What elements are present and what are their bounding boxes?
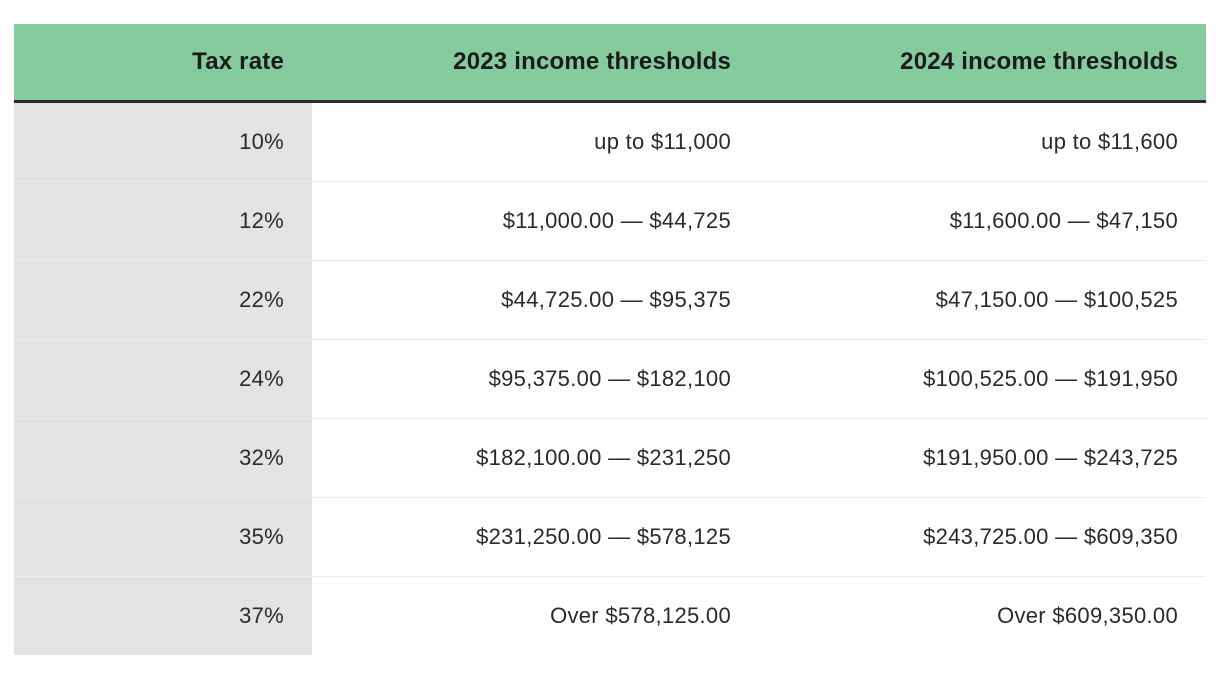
cell-2024: $191,950.00 — $243,725 xyxy=(759,419,1206,498)
cell-rate: 12% xyxy=(14,182,312,261)
cell-rate: 35% xyxy=(14,498,312,577)
cell-2024: $243,725.00 — $609,350 xyxy=(759,498,1206,577)
table-row: 12% $11,000.00 — $44,725 $11,600.00 — $4… xyxy=(14,182,1206,261)
table-header-row: Tax rate 2023 income thresholds 2024 inc… xyxy=(14,24,1206,102)
cell-2023: Over $578,125.00 xyxy=(312,577,759,656)
cell-rate: 32% xyxy=(14,419,312,498)
cell-2023: $44,725.00 — $95,375 xyxy=(312,261,759,340)
cell-rate: 24% xyxy=(14,340,312,419)
table-row: 32% $182,100.00 — $231,250 $191,950.00 —… xyxy=(14,419,1206,498)
cell-2024: $47,150.00 — $100,525 xyxy=(759,261,1206,340)
cell-2023: $182,100.00 — $231,250 xyxy=(312,419,759,498)
tax-brackets-table: Tax rate 2023 income thresholds 2024 inc… xyxy=(14,24,1206,655)
cell-2024: $11,600.00 — $47,150 xyxy=(759,182,1206,261)
table-row: 22% $44,725.00 — $95,375 $47,150.00 — $1… xyxy=(14,261,1206,340)
cell-rate: 22% xyxy=(14,261,312,340)
cell-2023: $95,375.00 — $182,100 xyxy=(312,340,759,419)
table-row: 24% $95,375.00 — $182,100 $100,525.00 — … xyxy=(14,340,1206,419)
cell-2024: $100,525.00 — $191,950 xyxy=(759,340,1206,419)
table-row: 37% Over $578,125.00 Over $609,350.00 xyxy=(14,577,1206,656)
cell-rate: 37% xyxy=(14,577,312,656)
cell-2024: Over $609,350.00 xyxy=(759,577,1206,656)
cell-2023: $231,250.00 — $578,125 xyxy=(312,498,759,577)
table-row: 10% up to $11,000 up to $11,600 xyxy=(14,102,1206,182)
col-header-rate: Tax rate xyxy=(14,24,312,102)
col-header-2023: 2023 income thresholds xyxy=(312,24,759,102)
cell-2023: up to $11,000 xyxy=(312,102,759,182)
col-header-2024: 2024 income thresholds xyxy=(759,24,1206,102)
cell-2024: up to $11,600 xyxy=(759,102,1206,182)
table-row: 35% $231,250.00 — $578,125 $243,725.00 —… xyxy=(14,498,1206,577)
cell-rate: 10% xyxy=(14,102,312,182)
cell-2023: $11,000.00 — $44,725 xyxy=(312,182,759,261)
